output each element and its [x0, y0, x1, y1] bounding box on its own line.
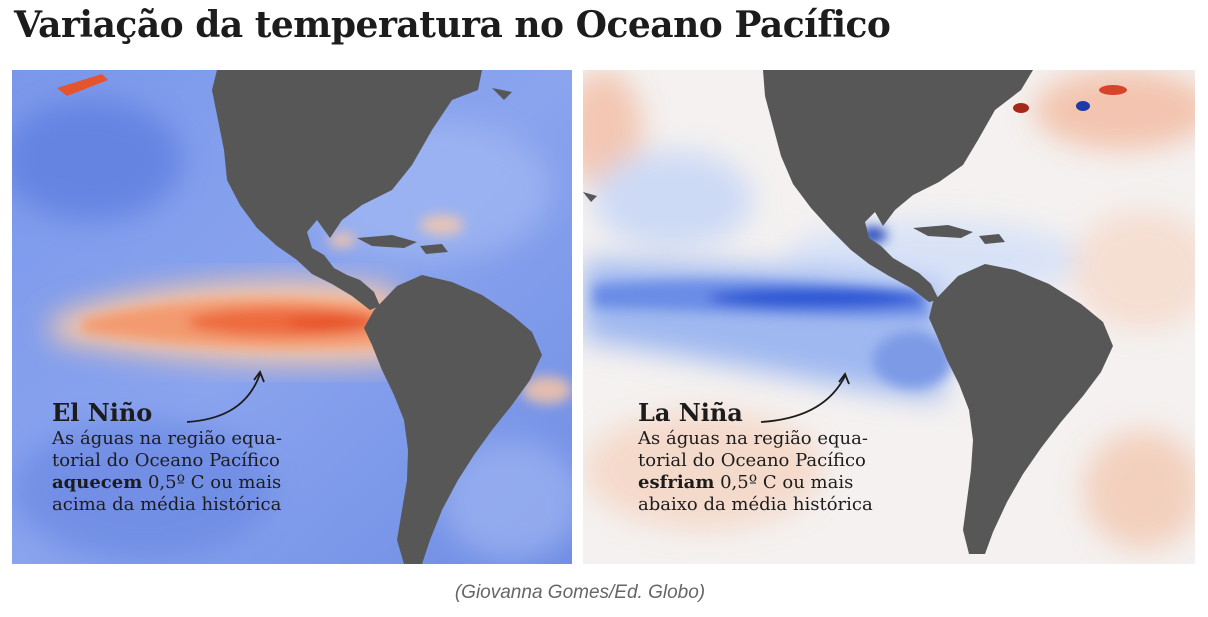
la-nina-map: La Niña As águas na região equa- torial …: [583, 70, 1195, 564]
el-nino-description: As águas na região equa- torial do Ocean…: [52, 428, 282, 516]
el-nino-bold-word: aquecem: [52, 472, 143, 494]
el-nino-line-3-rest: 0,5º C ou mais: [142, 472, 282, 494]
la-nina-description: As águas na região equa- torial do Ocean…: [638, 428, 873, 516]
la-nina-line-2: torial do Oceano Pacífico: [638, 450, 866, 472]
la-nina-line-4: abaixo da média histórica: [638, 494, 873, 516]
la-nina-line-1: As águas na região equa-: [638, 428, 868, 450]
la-nina-line-3: esfriam 0,5º C ou mais: [638, 472, 873, 494]
el-nino-line-1: As águas na região equa-: [52, 428, 282, 450]
la-nina-bold-word: esfriam: [638, 472, 715, 494]
el-nino-line-2: torial do Oceano Pacífico: [52, 450, 280, 472]
image-credit: (Giovanna Gomes/Ed. Globo): [454, 582, 706, 603]
el-nino-title: El Niño: [52, 398, 153, 427]
el-nino-line-4: acima da média histórica: [52, 494, 282, 516]
la-nina-line-3-rest: 0,5º C ou mais: [714, 472, 854, 494]
la-nina-map-graphic: [583, 70, 1195, 564]
el-nino-line-3: aquecem 0,5º C ou mais: [52, 472, 282, 494]
el-nino-map: El Niño As águas na região equa- torial …: [12, 70, 572, 564]
la-nina-title: La Niña: [638, 398, 743, 427]
el-nino-map-graphic: [12, 70, 572, 564]
page-title: Variação da temperatura no Oceano Pacífi…: [14, 4, 891, 46]
